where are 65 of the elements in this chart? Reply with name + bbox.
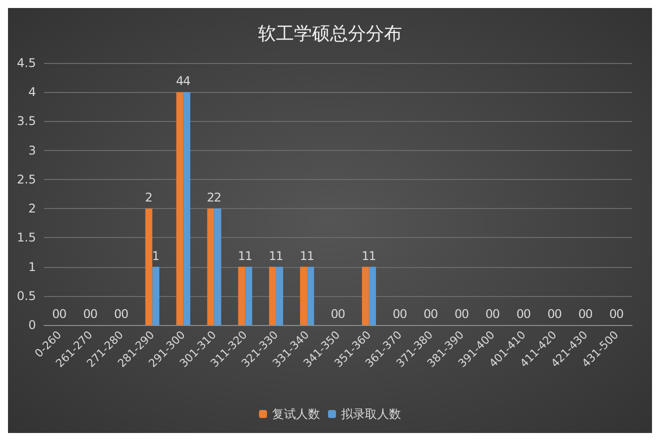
data-label: 0 — [616, 307, 624, 321]
bar — [152, 266, 160, 325]
data-label: 1 — [306, 248, 314, 263]
data-label: 0 — [492, 307, 500, 321]
data-label: 1 — [268, 248, 276, 263]
data-label: 1 — [276, 248, 284, 263]
data-label: 0 — [578, 307, 586, 321]
y-tick-label: 3.5 — [16, 114, 36, 128]
data-label: 2 — [206, 190, 215, 205]
bar — [368, 266, 376, 325]
data-label: 2 — [214, 190, 222, 205]
data-label: 0 — [554, 307, 562, 321]
data-label: 1 — [300, 248, 308, 263]
chart-title: 软工学硕总分分布 — [258, 24, 402, 44]
data-label: 1 — [244, 248, 252, 263]
bar — [238, 266, 246, 325]
bar — [362, 266, 369, 325]
data-label: 0 — [516, 307, 524, 321]
data-label: 0 — [59, 307, 67, 321]
bar — [145, 208, 152, 325]
data-label: 0 — [523, 307, 532, 321]
data-label: 0 — [454, 307, 462, 321]
data-label: 4 — [182, 74, 191, 88]
bar — [245, 266, 252, 325]
y-tick-label: 4.5 — [16, 56, 36, 70]
data-label: 1 — [238, 248, 246, 263]
y-tick-label: 4 — [28, 85, 36, 100]
data-label: 0 — [424, 307, 432, 321]
bar — [183, 92, 190, 325]
data-label: 2 — [144, 190, 153, 205]
data-label: 0 — [430, 307, 438, 321]
y-tick-label: 2 — [28, 202, 36, 216]
y-tick-label: 1.5 — [16, 230, 36, 245]
data-label: 0 — [400, 307, 408, 321]
data-label: 0 — [90, 307, 98, 321]
data-label: 0 — [330, 307, 338, 321]
data-label: 0 — [392, 307, 400, 321]
legend-label: 拟录取人数 — [341, 407, 401, 421]
data-label: 0 — [338, 307, 346, 321]
y-tick-label: 0 — [28, 318, 36, 332]
data-label: 4 — [176, 74, 184, 88]
data-label: 1 — [368, 248, 376, 263]
data-label: 1 — [152, 248, 160, 263]
data-label: 0 — [121, 307, 129, 321]
bar — [207, 208, 214, 325]
data-label: 0 — [485, 307, 494, 321]
y-tick-label: 1 — [28, 260, 36, 274]
bar — [269, 266, 276, 325]
data-label: 0 — [52, 307, 60, 321]
y-tick-label: 3 — [28, 143, 36, 158]
y-tick-label: 0.5 — [16, 288, 36, 303]
bar — [300, 266, 308, 325]
data-label: 0 — [585, 307, 593, 321]
data-label: 1 — [362, 248, 370, 263]
data-label: 0 — [83, 307, 91, 321]
data-label: 0 — [461, 307, 470, 321]
y-tick-label: 2.5 — [16, 172, 36, 186]
bar — [176, 92, 184, 325]
legend-label: 复试人数 — [272, 407, 320, 421]
bar — [276, 266, 284, 325]
data-label: 0 — [609, 307, 617, 321]
data-label: 0 — [114, 307, 122, 321]
data-label: 0 — [547, 307, 555, 321]
bar — [307, 266, 314, 325]
bar — [214, 208, 222, 325]
